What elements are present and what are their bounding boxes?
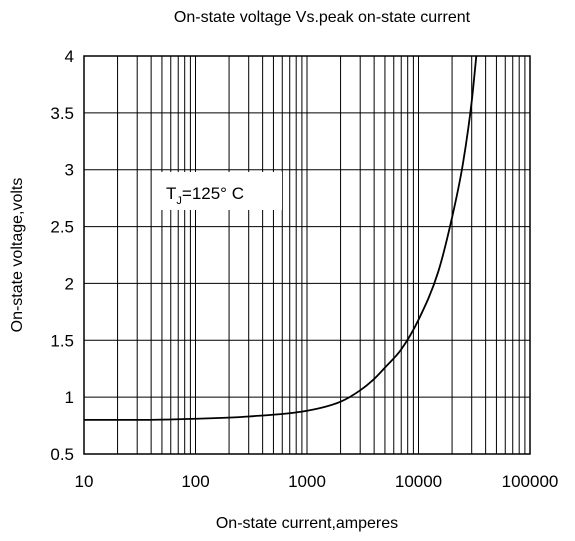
y-axis-label: On-state voltage,volts — [9, 178, 26, 333]
annotation-rest: =125° C — [182, 184, 244, 203]
series-line — [84, 55, 478, 421]
chart-title: On-state voltage Vs.peak on-state curren… — [174, 9, 471, 26]
x-tick-label: 100 — [181, 472, 209, 491]
annotation-subscript: J — [176, 195, 182, 207]
annotation-box: TJ=125° C — [158, 172, 282, 210]
x-tick-label: 100000 — [502, 472, 559, 491]
grid — [84, 56, 530, 454]
tick-labels: 10 100 1000 10000 100000 0.5 1 1.5 2 2.5 3 3.5 4 — [50, 47, 558, 491]
x-tick-label: 1000 — [288, 472, 326, 491]
series-layer — [84, 55, 478, 421]
annotation-text: TJ=125° C — [166, 184, 244, 207]
annotation-main: T — [166, 184, 176, 203]
x-tick-label: 10000 — [395, 472, 442, 491]
y-tick-label: 3 — [65, 161, 74, 180]
y-tick-label: 3.5 — [50, 104, 74, 123]
y-tick-label: 2 — [65, 274, 74, 293]
x-axis-label: On-state current,amperes — [216, 515, 398, 532]
y-tick-label: 4 — [65, 47, 74, 66]
y-tick-label: 0.5 — [50, 445, 74, 464]
y-tick-label: 1 — [65, 388, 74, 407]
y-tick-label: 2.5 — [50, 218, 74, 237]
plot-frame — [83, 55, 531, 455]
annotation-background — [158, 172, 282, 210]
x-tick-label: 10 — [75, 472, 94, 491]
y-tick-label: 1.5 — [50, 331, 74, 350]
